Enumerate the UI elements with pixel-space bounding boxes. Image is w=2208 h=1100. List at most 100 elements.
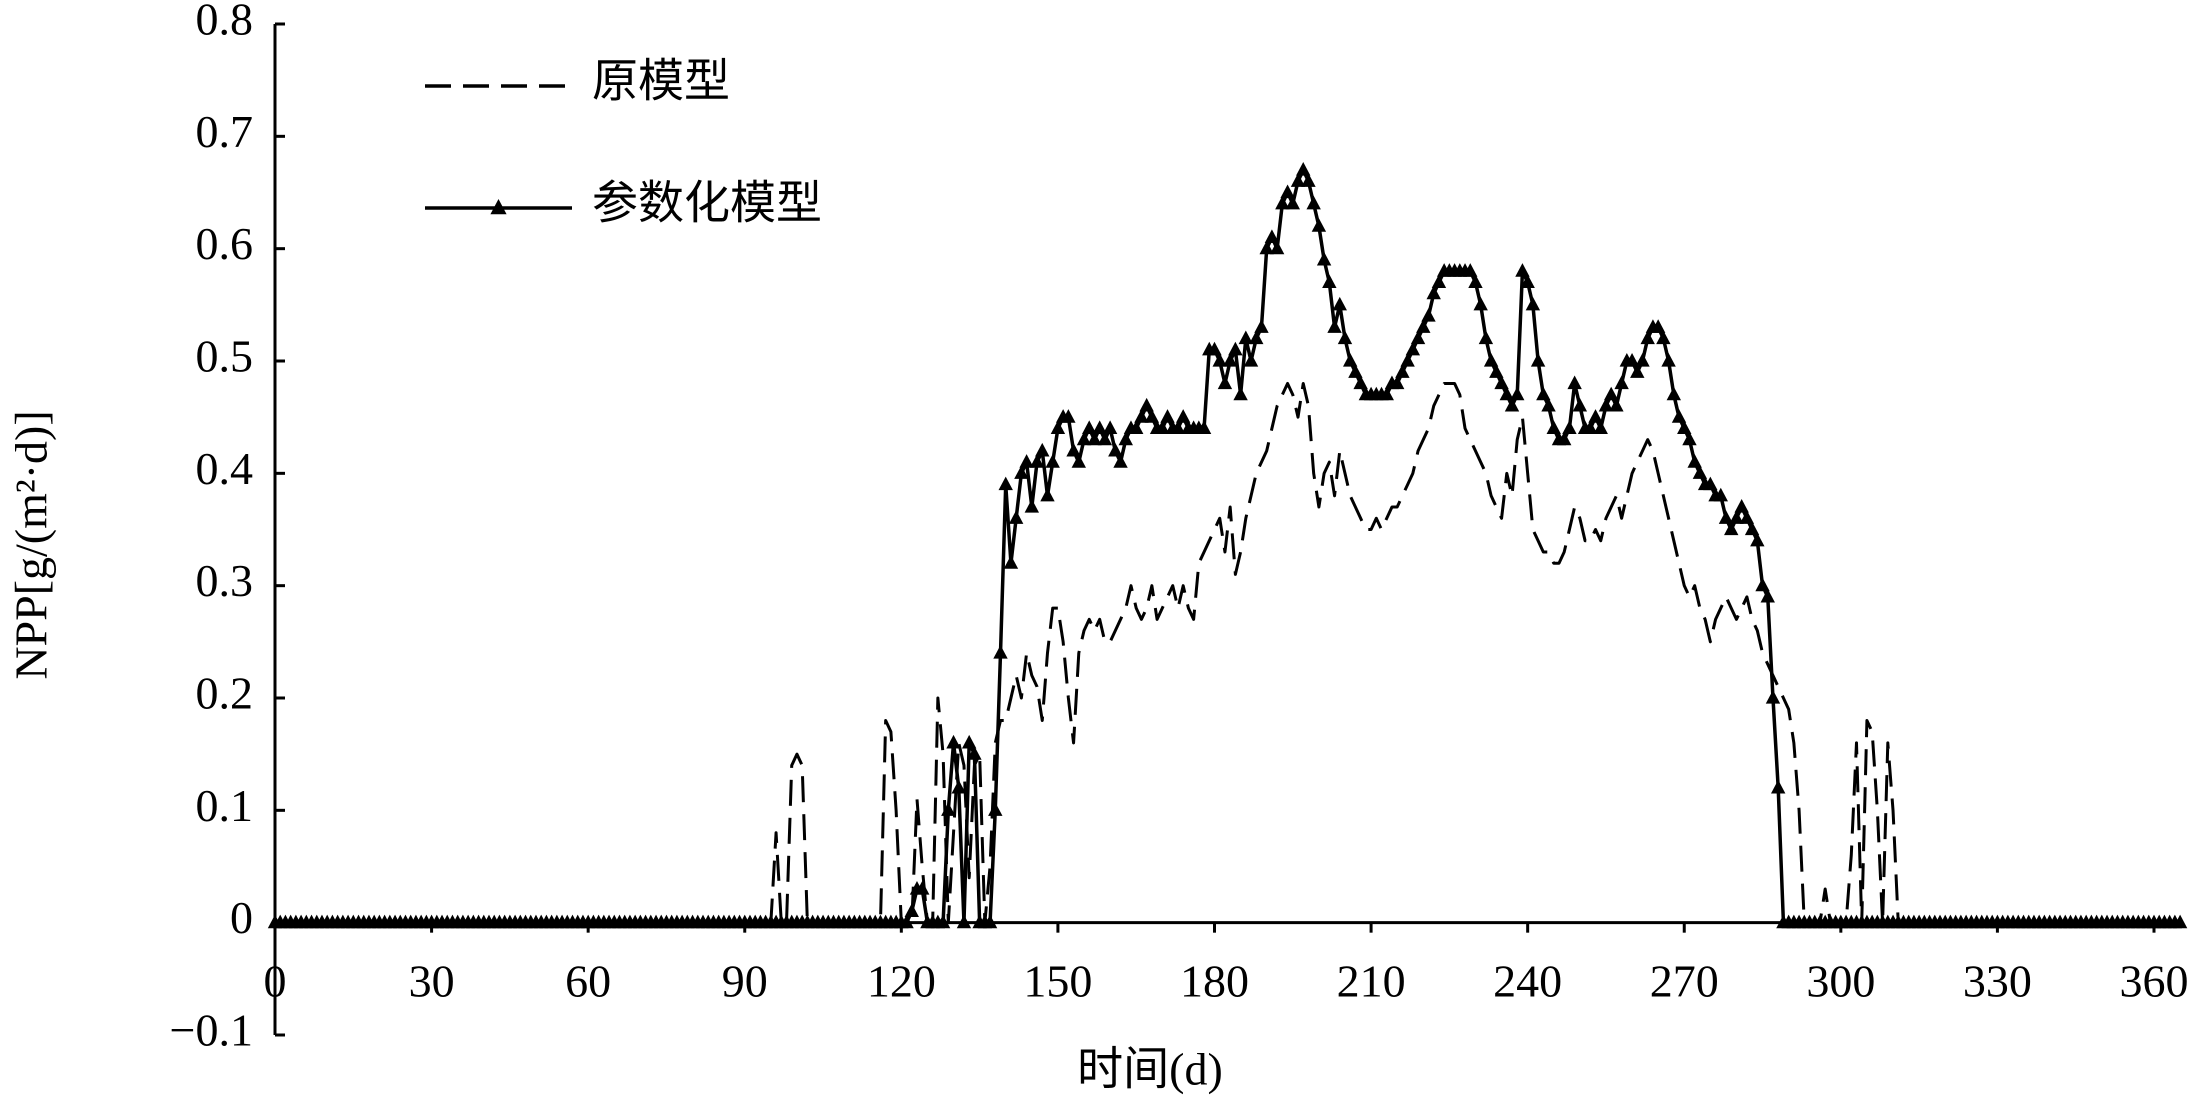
point-marker	[1029, 454, 1045, 468]
point-marker	[1108, 442, 1123, 457]
x-tick-label: 60	[565, 956, 611, 1007]
y-tick-label: −0.1	[170, 1005, 253, 1056]
point-marker	[1536, 386, 1551, 401]
point-marker	[1024, 499, 1040, 513]
point-marker	[1259, 240, 1274, 255]
point-marker	[1588, 409, 1603, 423]
point-marker	[1170, 420, 1186, 434]
point-marker	[1525, 296, 1541, 311]
point-marker	[1280, 184, 1295, 199]
point-marker	[1656, 330, 1671, 345]
point-marker	[1431, 274, 1447, 288]
point-marker	[935, 914, 951, 929]
point-marker	[1212, 353, 1227, 367]
point-marker	[1066, 442, 1081, 457]
point-marker	[1348, 364, 1363, 378]
point-marker	[1666, 386, 1682, 401]
point-marker	[1713, 487, 1728, 502]
point-marker	[1473, 296, 1488, 311]
point-marker	[1311, 218, 1327, 232]
y-tick-label: 0.3	[196, 555, 254, 606]
point-marker	[1160, 409, 1175, 423]
y-tick-label: 0.7	[196, 106, 254, 157]
point-marker	[1379, 386, 1394, 401]
y-tick-label: 0.5	[196, 331, 254, 382]
point-marker	[1144, 409, 1160, 423]
legend-label: 原模型	[592, 56, 730, 107]
point-marker	[2172, 914, 2188, 929]
point-marker	[1687, 454, 1702, 468]
point-marker	[1249, 330, 1264, 345]
point-marker	[1630, 364, 1645, 378]
point-marker	[988, 802, 1003, 816]
x-tick-label: 30	[409, 956, 455, 1007]
point-marker	[1593, 420, 1608, 434]
point-marker	[1729, 510, 1744, 524]
point-marker	[1468, 274, 1483, 288]
point-marker	[1327, 319, 1342, 333]
point-marker	[1139, 397, 1154, 412]
point-marker	[1515, 263, 1530, 277]
point-marker	[1624, 353, 1640, 367]
point-marker	[1275, 195, 1290, 210]
point-marker	[1598, 397, 1614, 412]
point-marker	[1014, 465, 1029, 479]
point-marker	[1692, 465, 1708, 479]
point-marker	[1045, 454, 1060, 468]
point-marker	[1541, 397, 1556, 412]
point-marker	[1332, 296, 1347, 311]
point-marker	[982, 914, 998, 929]
point-marker	[1337, 330, 1353, 345]
point-marker	[1264, 229, 1280, 244]
y-axis-label: NPP[g/(m²·d)]	[6, 410, 57, 679]
point-marker	[904, 903, 919, 918]
point-marker	[1557, 431, 1572, 446]
legend-marker	[490, 199, 507, 215]
point-marker	[1677, 420, 1692, 434]
point-marker	[1040, 487, 1055, 502]
point-marker	[1071, 454, 1086, 468]
point-marker	[1567, 375, 1582, 390]
point-marker	[1217, 375, 1233, 390]
point-marker	[1175, 409, 1191, 423]
point-marker	[1019, 454, 1034, 468]
point-marker	[1734, 499, 1749, 513]
point-marker	[1703, 476, 1718, 491]
point-marker	[993, 645, 1008, 659]
point-marker	[1285, 195, 1300, 210]
point-marker	[1520, 274, 1535, 288]
point-marker	[1718, 510, 1734, 524]
point-marker	[1650, 319, 1666, 333]
point-marker	[915, 880, 930, 895]
point-marker	[1290, 173, 1306, 187]
point-marker	[1671, 409, 1687, 423]
point-marker	[899, 914, 914, 929]
point-marker	[1504, 397, 1520, 412]
point-marker	[1238, 330, 1254, 345]
point-marker	[1196, 420, 1212, 434]
point-marker	[1562, 420, 1577, 434]
point-marker	[1426, 285, 1441, 300]
point-marker	[1343, 353, 1358, 367]
point-marker	[1087, 431, 1102, 446]
point-marker	[1296, 162, 1311, 176]
point-marker	[1755, 577, 1770, 592]
point-marker	[1134, 409, 1149, 423]
point-marker	[1061, 409, 1076, 423]
point-marker	[1614, 375, 1629, 390]
point-marker	[1499, 386, 1514, 401]
point-marker	[1155, 420, 1170, 434]
point-marker	[1254, 319, 1269, 333]
point-marker	[1207, 341, 1222, 356]
point-marker	[1092, 420, 1107, 434]
point-marker	[1750, 532, 1765, 547]
point-marker	[1478, 330, 1494, 345]
x-tick-label: 360	[2120, 956, 2189, 1007]
point-marker	[1765, 690, 1781, 704]
point-marker	[1222, 353, 1238, 367]
x-tick-label: 240	[1493, 956, 1562, 1007]
x-tick-label: 180	[1180, 956, 1249, 1007]
legend-label: 参数化模型	[592, 178, 822, 229]
point-marker	[1572, 397, 1588, 412]
